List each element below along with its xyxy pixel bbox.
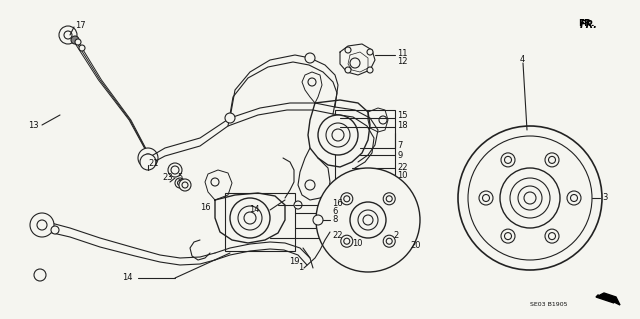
Circle shape xyxy=(350,58,360,68)
Circle shape xyxy=(383,235,396,247)
Circle shape xyxy=(75,39,81,45)
Circle shape xyxy=(383,193,396,205)
Circle shape xyxy=(358,210,378,230)
Text: 14: 14 xyxy=(250,205,260,214)
Circle shape xyxy=(510,178,550,218)
Circle shape xyxy=(308,78,316,86)
Text: 17: 17 xyxy=(75,20,86,29)
Text: 8: 8 xyxy=(332,216,337,225)
Circle shape xyxy=(79,45,85,51)
Text: FR.: FR. xyxy=(578,19,595,27)
Circle shape xyxy=(168,163,182,177)
Circle shape xyxy=(316,168,420,272)
Circle shape xyxy=(138,148,158,168)
Circle shape xyxy=(294,201,302,209)
Circle shape xyxy=(501,153,515,167)
Text: 14: 14 xyxy=(122,272,133,281)
Text: 10: 10 xyxy=(352,240,362,249)
Circle shape xyxy=(367,67,373,73)
Text: 11: 11 xyxy=(397,48,408,57)
Circle shape xyxy=(179,179,191,191)
Circle shape xyxy=(500,168,560,228)
Circle shape xyxy=(545,229,559,243)
Circle shape xyxy=(225,113,235,123)
Polygon shape xyxy=(600,293,620,305)
Circle shape xyxy=(318,115,358,155)
Bar xyxy=(225,193,295,251)
Text: 1: 1 xyxy=(298,263,303,272)
Text: 9: 9 xyxy=(397,151,403,160)
Circle shape xyxy=(350,202,386,238)
Circle shape xyxy=(518,186,542,210)
Circle shape xyxy=(211,178,219,186)
Circle shape xyxy=(230,198,270,238)
Text: 7: 7 xyxy=(397,142,403,151)
Circle shape xyxy=(238,206,262,230)
Circle shape xyxy=(379,116,387,124)
Text: 10: 10 xyxy=(397,170,408,180)
Circle shape xyxy=(71,36,79,44)
Circle shape xyxy=(59,26,77,44)
Text: 16: 16 xyxy=(200,204,211,212)
Circle shape xyxy=(340,235,353,247)
Circle shape xyxy=(345,47,351,53)
Circle shape xyxy=(367,49,373,55)
Circle shape xyxy=(175,178,185,188)
Circle shape xyxy=(468,136,592,260)
Circle shape xyxy=(305,53,315,63)
Circle shape xyxy=(313,215,323,225)
Text: 5: 5 xyxy=(177,174,182,182)
Circle shape xyxy=(479,191,493,205)
Circle shape xyxy=(51,226,59,234)
Circle shape xyxy=(140,154,156,170)
Text: 18: 18 xyxy=(397,121,408,130)
Text: 16: 16 xyxy=(332,198,342,207)
Circle shape xyxy=(501,229,515,243)
Text: 22: 22 xyxy=(332,232,342,241)
Text: 23: 23 xyxy=(162,174,173,182)
Text: SE03 B1905: SE03 B1905 xyxy=(530,302,568,308)
Text: 4: 4 xyxy=(520,56,525,64)
Circle shape xyxy=(567,191,581,205)
Text: 22: 22 xyxy=(397,162,408,172)
Circle shape xyxy=(340,193,353,205)
Text: 19: 19 xyxy=(289,257,300,266)
Circle shape xyxy=(34,269,46,281)
Text: 12: 12 xyxy=(397,57,408,66)
Text: 6: 6 xyxy=(332,207,337,217)
Text: 2: 2 xyxy=(393,231,398,240)
Text: 15: 15 xyxy=(397,112,408,121)
Text: 13: 13 xyxy=(28,121,38,130)
Circle shape xyxy=(345,67,351,73)
Text: FR.: FR. xyxy=(580,20,598,30)
Circle shape xyxy=(458,126,602,270)
Bar xyxy=(335,110,395,190)
Circle shape xyxy=(545,153,559,167)
Circle shape xyxy=(305,180,315,190)
Circle shape xyxy=(326,123,350,147)
Circle shape xyxy=(30,213,54,237)
Text: 20: 20 xyxy=(410,241,420,249)
Polygon shape xyxy=(596,295,614,303)
Text: 21: 21 xyxy=(148,159,159,167)
Text: 3: 3 xyxy=(602,194,607,203)
